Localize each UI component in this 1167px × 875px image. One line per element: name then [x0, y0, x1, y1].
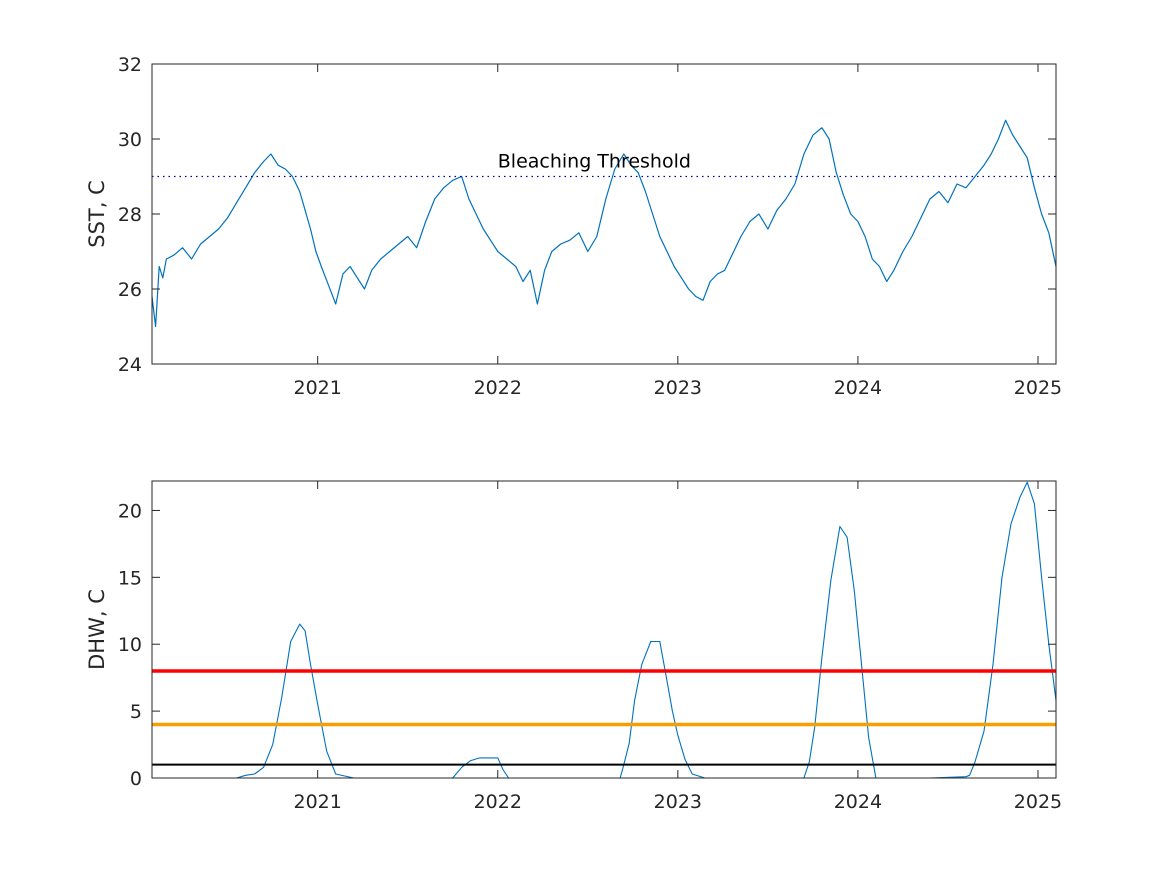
y-tick-label: 15: [118, 567, 142, 589]
y-tick-label: 5: [130, 701, 142, 723]
x-tick-label: 2025: [1014, 791, 1062, 813]
y-tick-label: 28: [118, 204, 142, 226]
y-tick-label: 30: [118, 129, 142, 151]
series-line-0: [151, 119, 1057, 328]
x-tick-label: 2024: [834, 791, 882, 813]
x-tick-label: 2022: [474, 377, 522, 399]
sst-chart: 24 26 28 30 32 2021 2022 2023 2024 2025 SST, C Blea…: [85, 54, 1062, 399]
y-tick-label: 32: [118, 54, 142, 76]
x-tick-label: 2024: [834, 377, 882, 399]
plot-area: [152, 64, 1056, 364]
annotation-label: Bleaching Threshold: [498, 150, 691, 172]
x-tick-label: 2022: [474, 791, 522, 813]
y-tick-label: 20: [118, 500, 142, 522]
y-axis-label: SST, C: [85, 180, 109, 248]
x-tick-label: 2023: [654, 791, 702, 813]
y-tick-label: 26: [118, 279, 142, 301]
plot-area: [152, 481, 1056, 778]
y-tick-label: 0: [130, 768, 142, 790]
series-line-0: [152, 481, 1057, 779]
y-tick-label: 24: [118, 354, 142, 376]
y-tick-label: 10: [118, 634, 142, 656]
x-tick-label: 2025: [1014, 377, 1062, 399]
x-tick-label: 2021: [293, 377, 341, 399]
x-tick-label: 2023: [654, 377, 702, 399]
dhw-chart: 0 5 10 15 20 2021 2022 2023 2024 2025 DHW, C: [85, 480, 1062, 813]
x-tick-label: 2021: [293, 791, 341, 813]
y-axis-label: DHW, C: [85, 589, 109, 670]
axes-frame: [151, 480, 1057, 779]
